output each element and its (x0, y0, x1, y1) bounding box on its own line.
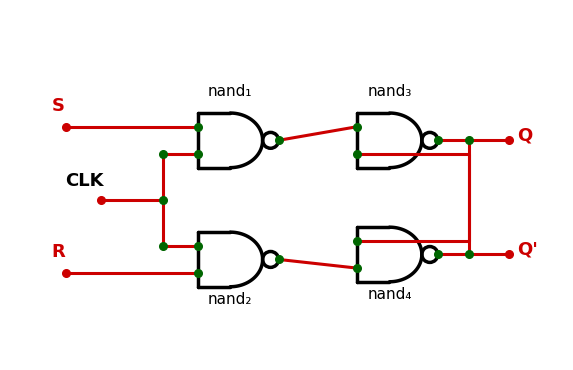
Text: Q: Q (517, 127, 532, 144)
Text: nand₁: nand₁ (208, 84, 253, 99)
Text: nand₃: nand₃ (367, 84, 411, 99)
Text: CLK: CLK (65, 172, 103, 190)
Text: R: R (51, 243, 65, 261)
Text: S: S (52, 97, 65, 115)
Text: Q': Q' (517, 240, 537, 259)
Text: nand₄: nand₄ (367, 287, 412, 302)
Text: nand₂: nand₂ (208, 292, 253, 307)
